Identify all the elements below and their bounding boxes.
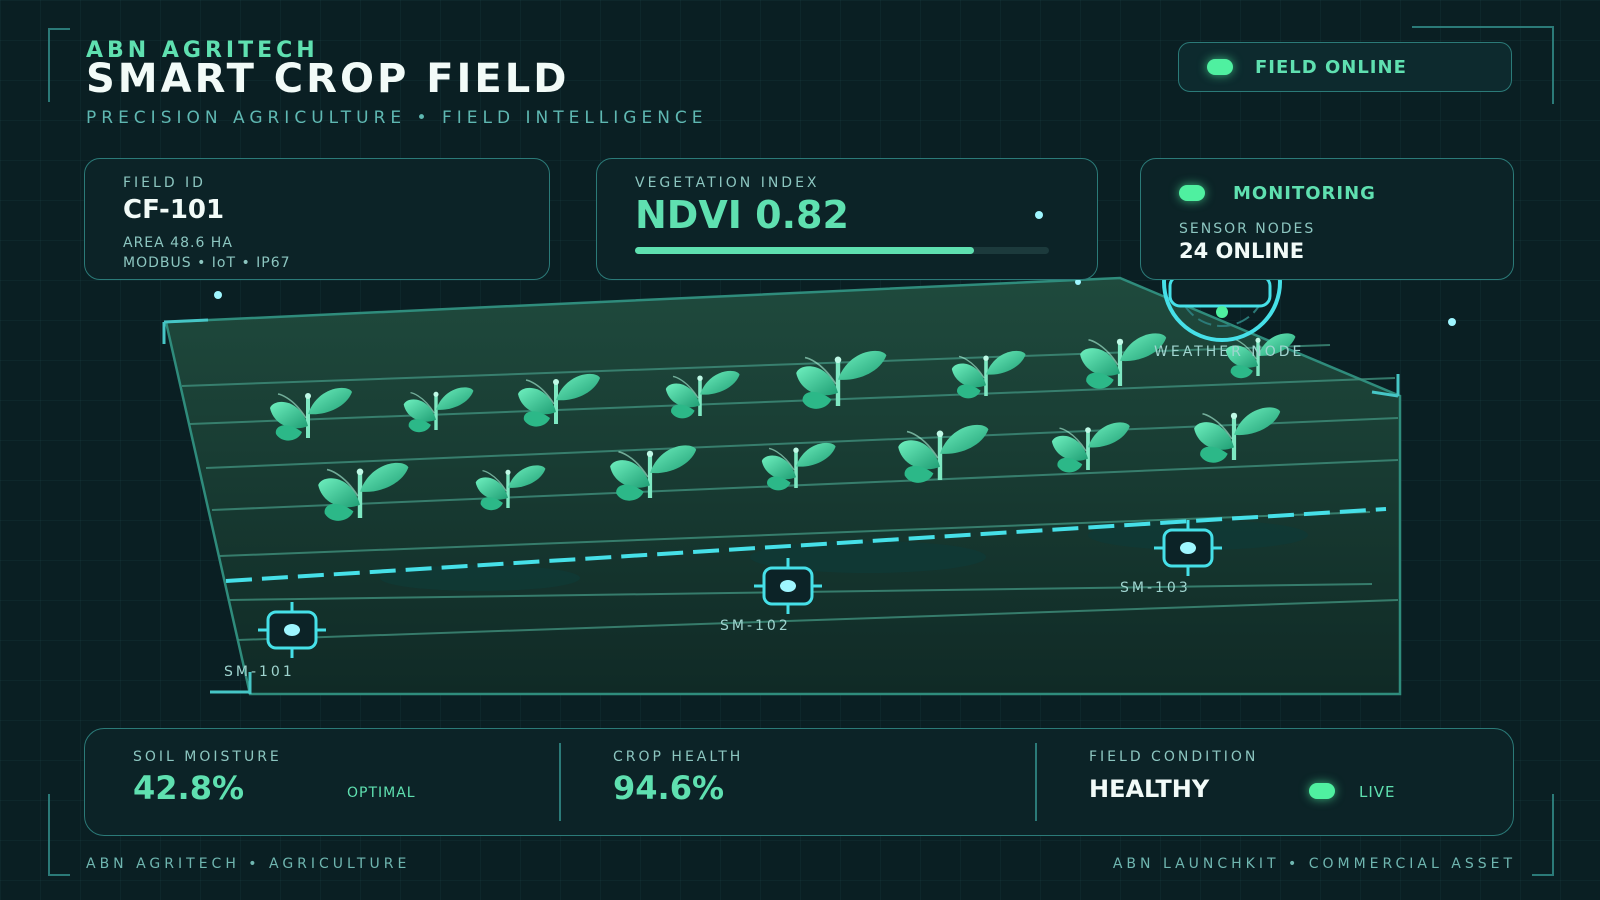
panel-divider — [1035, 743, 1037, 821]
status-dot-icon — [1309, 783, 1335, 799]
monitoring-status: MONITORING — [1233, 183, 1376, 204]
page-subtitle: PRECISION AGRICULTURE • FIELD INTELLIGEN… — [86, 108, 708, 128]
crop-health-label: CROP HEALTH — [613, 749, 744, 765]
corner-bracket-bottom-right — [1532, 794, 1554, 876]
corner-bracket-top-right — [1412, 26, 1554, 104]
field-id-label: FIELD ID — [123, 175, 206, 191]
vegetation-index-label: VEGETATION INDEX — [635, 175, 820, 191]
field-info-card: FIELD ID CF-101 AREA 48.6 HA MODBUS • Io… — [84, 158, 550, 280]
page-title: SMART CROP FIELD — [86, 56, 570, 102]
sensor-label: SM-102 — [720, 618, 791, 634]
live-badge: LIVE — [1359, 783, 1396, 801]
sensor-nodes-label: SENSOR NODES — [1179, 221, 1316, 237]
weather-node-label: WEATHER NODE — [1154, 344, 1305, 360]
status-dot-icon — [1207, 59, 1233, 75]
sensor-label: SM-103 — [1120, 580, 1191, 596]
panel-divider — [559, 743, 561, 821]
monitoring-card: MONITORING SENSOR NODES 24 ONLINE — [1140, 158, 1514, 280]
field-online-badge: FIELD ONLINE — [1178, 42, 1512, 92]
metrics-panel: SOIL MOISTURE 42.8% OPTIMAL CROP HEALTH … — [84, 728, 1514, 836]
footer-left: ABN AGRITECH • AGRICULTURE — [86, 856, 411, 872]
field-online-label: FIELD ONLINE — [1255, 56, 1407, 78]
crop-health-value: 94.6% — [613, 769, 725, 807]
vegetation-index-card: VEGETATION INDEX NDVI 0.82 — [596, 158, 1098, 280]
field-condition-value: HEALTHY — [1089, 775, 1210, 803]
footer-right: ABN LAUNCHKIT • COMMERCIAL ASSET — [1112, 856, 1516, 872]
field-area: AREA 48.6 HA — [123, 235, 233, 251]
soil-moisture-value: 42.8% — [133, 769, 245, 807]
sensor-nodes-value: 24 ONLINE — [1179, 239, 1305, 263]
ndvi-progress-track — [635, 247, 1049, 254]
corner-bracket-bottom-left — [48, 794, 70, 876]
status-dot-icon — [1179, 185, 1205, 201]
ndvi-value: NDVI 0.82 — [635, 193, 849, 237]
field-protocols: MODBUS • IoT • IP67 — [123, 255, 291, 271]
soil-moisture-label: SOIL MOISTURE — [133, 749, 282, 765]
brand-name: ABN AGRITECH — [86, 38, 319, 63]
soil-moisture-status: OPTIMAL — [347, 785, 416, 801]
corner-bracket-top-left — [48, 28, 70, 102]
irrigation-line — [225, 507, 1387, 583]
field-condition-label: FIELD CONDITION — [1089, 749, 1259, 765]
field-id-value: CF-101 — [123, 195, 225, 225]
sensor-label: SM-101 — [224, 664, 295, 680]
ndvi-progress-fill — [635, 247, 975, 254]
indicator-dot-icon — [1035, 211, 1043, 219]
